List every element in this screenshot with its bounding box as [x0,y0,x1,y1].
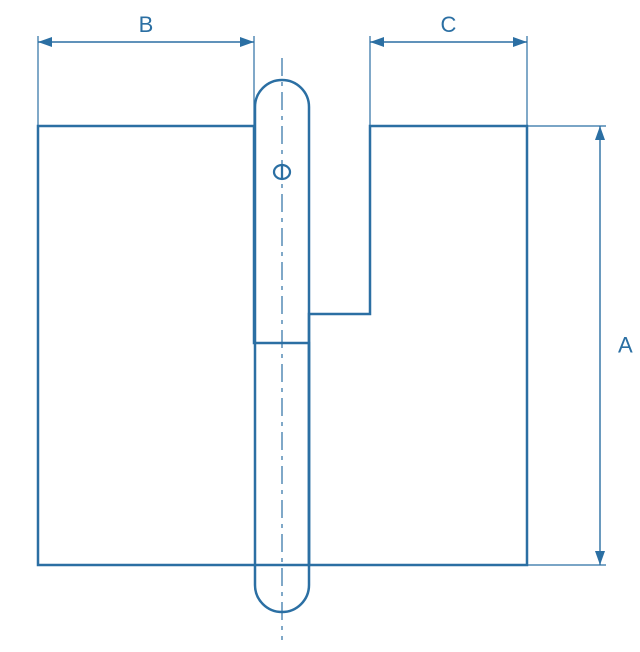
dim-b-label: B [139,12,154,37]
arrow-head [595,126,605,140]
dim-c-label: C [441,12,457,37]
arrow-head [240,37,254,47]
arrow-head [513,37,527,47]
arrow-head [38,37,52,47]
arrow-head [595,551,605,565]
dim-a-label: A [618,333,633,358]
arrow-head [370,37,384,47]
hinge-leaf-right [309,126,527,565]
hinge-leaf-left [38,126,309,565]
